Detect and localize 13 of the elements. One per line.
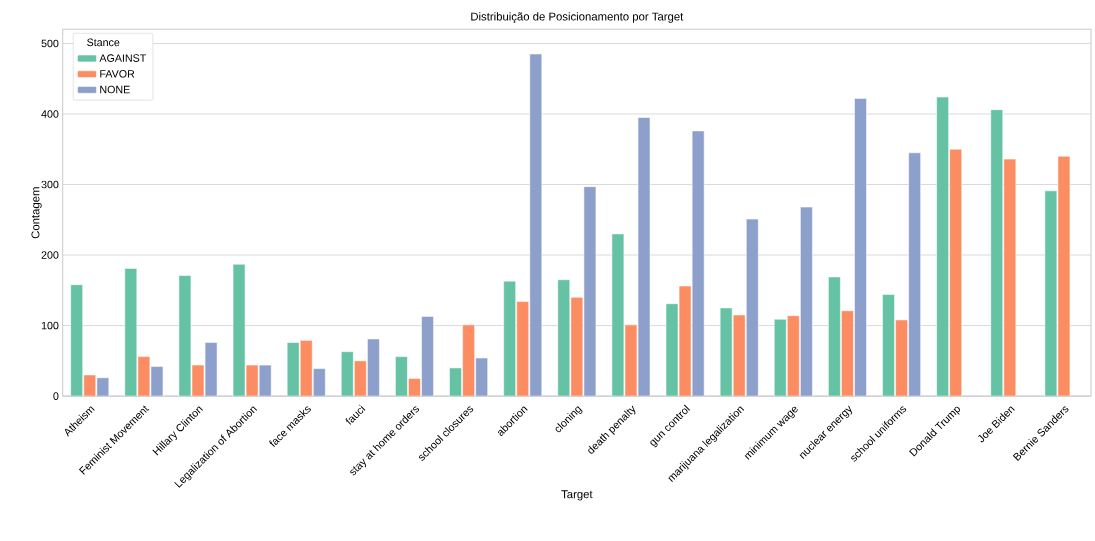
y-tick-label: 400 <box>41 109 59 118</box>
legend-title: Stance <box>87 38 120 46</box>
x-axis-title: Target <box>561 490 593 501</box>
y-tick-label: 200 <box>41 251 59 259</box>
y-tick-label: 300 <box>41 180 59 189</box>
legend-label: AGAINST <box>99 54 147 62</box>
chart-title: Distribuição de Posicionamento por Target <box>471 11 684 23</box>
y-tick-label: 100 <box>41 321 59 330</box>
y-axis-title: Contagem <box>31 187 42 239</box>
y-tick-label: 500 <box>41 39 59 47</box>
legend-label: NONE <box>100 85 130 94</box>
y-tick-label: 0 <box>53 392 59 400</box>
legend-label: FAVOR <box>100 69 135 78</box>
